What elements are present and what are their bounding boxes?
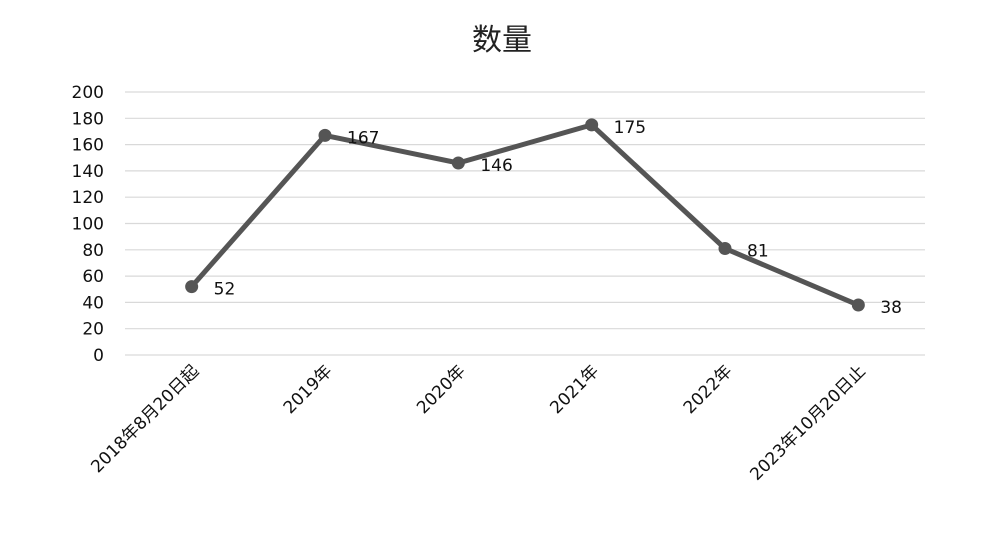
y-tick-label: 60 bbox=[82, 267, 104, 287]
x-tick-label: 2021年 bbox=[546, 361, 603, 418]
x-tick-label: 2019年 bbox=[280, 361, 337, 418]
data-label: 167 bbox=[347, 128, 379, 148]
series-line bbox=[189, 122, 860, 308]
y-tick-label: 140 bbox=[72, 162, 104, 182]
data-label: 81 bbox=[747, 241, 769, 261]
y-tick-label: 200 bbox=[72, 83, 104, 103]
data-label: 38 bbox=[880, 298, 902, 318]
x-tick-label: 2018年8月20日起 bbox=[87, 361, 203, 477]
y-tick-label: 40 bbox=[82, 293, 104, 313]
data-point bbox=[185, 280, 199, 294]
y-tick-label: 120 bbox=[72, 188, 104, 208]
y-tick-label: 180 bbox=[72, 109, 104, 129]
data-point bbox=[585, 118, 599, 132]
y-tick-label: 0 bbox=[93, 346, 104, 366]
data-label: 175 bbox=[614, 118, 646, 138]
y-tick-label: 20 bbox=[82, 320, 104, 340]
x-tick-label: 2022年 bbox=[680, 361, 737, 418]
x-tick-label: 2023年10月20日止 bbox=[746, 361, 869, 484]
data-point bbox=[851, 298, 865, 312]
data-point bbox=[718, 241, 732, 255]
data-point bbox=[318, 128, 332, 142]
data-label: 146 bbox=[480, 156, 512, 176]
chart-title: 数量 bbox=[472, 23, 532, 58]
y-tick-label: 80 bbox=[82, 241, 104, 261]
y-tick-label: 160 bbox=[72, 136, 104, 156]
x-tick-label: 2020年 bbox=[413, 361, 470, 418]
y-tick-label: 100 bbox=[72, 215, 104, 235]
data-point bbox=[451, 156, 465, 170]
data-label: 52 bbox=[214, 280, 236, 300]
